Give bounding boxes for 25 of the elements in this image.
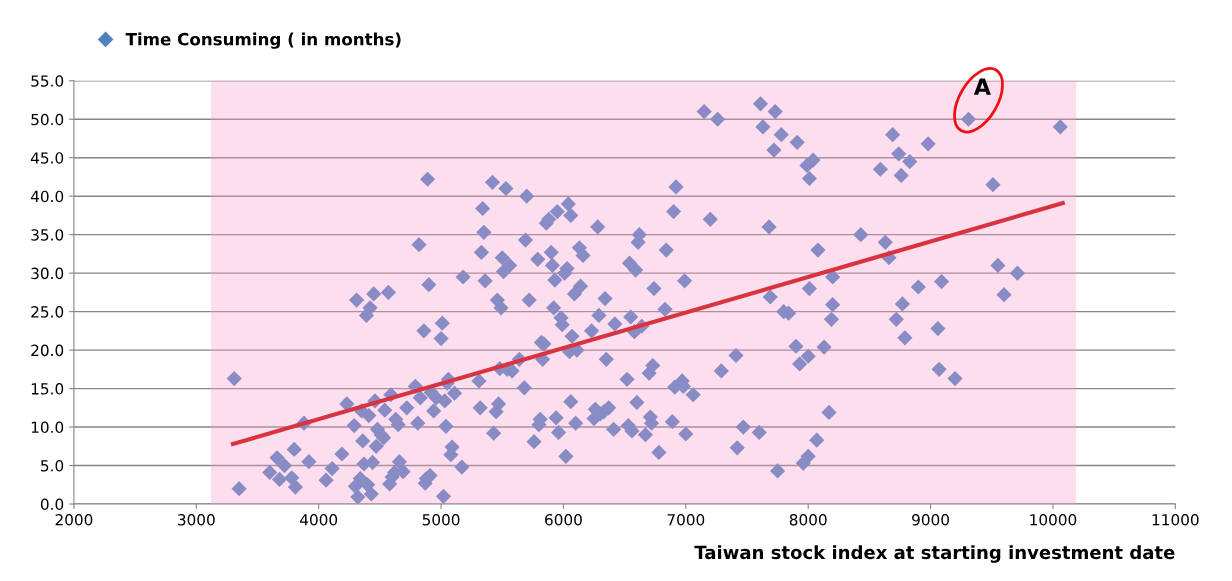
y-tick-label: 10.0 <box>31 421 64 434</box>
y-tick-label: 40.0 <box>30 190 64 203</box>
y-tick-label: 45.0 <box>30 152 64 164</box>
x-tick-label: 5000 <box>422 514 460 526</box>
y-tick-label: 30.0 <box>31 267 64 280</box>
y-tick-label: 0.0 <box>40 498 64 511</box>
x-tick-label: 10000 <box>1030 514 1077 526</box>
x-tick-label: 6000 <box>545 514 582 526</box>
y-tick-label: 25.0 <box>31 306 64 318</box>
y-tick-label: 50.0 <box>31 113 64 126</box>
x-tick-label: 2000 <box>55 514 93 526</box>
x-axis-title: Taiwan stock index at starting investment date <box>694 545 1175 563</box>
x-tick-label: 4000 <box>299 514 338 526</box>
y-tick-label: 5.0 <box>41 460 64 472</box>
x-tick-label: 8000 <box>789 514 827 526</box>
x-tick-label: 11000 <box>1152 514 1199 526</box>
x-tick-label: 7000 <box>667 514 705 526</box>
y-tick-label: 35.0 <box>31 229 64 241</box>
x-tick-label: 3000 <box>178 514 215 526</box>
y-tick-label: 20.0 <box>31 344 64 357</box>
annotation: A <box>973 78 991 95</box>
y-tick-label: 55.0 <box>31 75 64 87</box>
x-tick-label: 9000 <box>912 514 949 526</box>
y-tick-label: 15.0 <box>31 383 64 395</box>
legend-label: Time Consuming ( in months) <box>125 32 401 49</box>
